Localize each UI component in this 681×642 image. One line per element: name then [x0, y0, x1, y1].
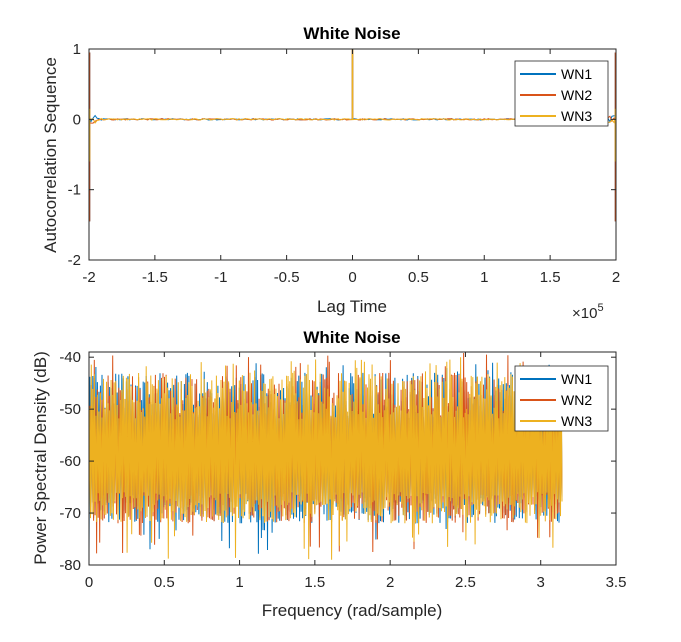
plot2-xtick-label: 0.5	[154, 574, 175, 591]
plot1-xtick-label: -1.5	[142, 269, 168, 286]
plot2-xtick-label: 2	[386, 574, 394, 591]
autocorrelation-plot: White Noise -2 -1.5 -1 -0.5 0 0.5 1 1.5 2-2-101 …	[41, 24, 620, 322]
plot1-legend-label-wn1: WN1	[561, 66, 592, 82]
plot2-title: White Noise	[303, 328, 400, 347]
plot2-xtick-label: 2.5	[455, 574, 476, 591]
plot1-xtick-label: -0.5	[274, 269, 300, 286]
plot1-title: White Noise	[303, 24, 400, 43]
plot2-ytick-label: -40	[59, 349, 81, 366]
plot2-xlabel: Frequency (rad/sample)	[262, 601, 442, 620]
plot2-legend-label-wn2: WN2	[561, 392, 592, 408]
plot2-xtick-label: 3	[537, 574, 545, 591]
plot1-xtick-label: 0.5	[408, 269, 429, 286]
plot2-legend-label-wn1: WN1	[561, 371, 592, 387]
plot2-axes-box	[88, 351, 617, 566]
plot1-ytick-label: 1	[73, 41, 81, 58]
plot1-ylabel: Autocorrelation Sequence	[41, 57, 60, 253]
psd-plot: White Noise 0 0.5 1 1.5 2 2.5 3 3.5 -80 -70 -60 -50…	[31, 328, 626, 620]
plot2-ytick-label: -60	[59, 453, 81, 470]
plot2-ytick-label: -50	[59, 401, 81, 418]
plot1-legend-label-wn3: WN3	[561, 108, 592, 124]
plot1-ticks: -2 -1.5 -1 -0.5 0 0.5 1 1.5 2 -2 -1 0 1	[68, 41, 621, 286]
plot1-x-exponent-power: 5	[597, 302, 603, 314]
plot2-ticks: 0 0.5 1 1.5 2 2.5 3 3.5 -80 -70 -60 -50 -40	[59, 349, 626, 591]
plot2-legend-label-wn3: WN3	[561, 413, 592, 429]
plot1-xtick-label: 1.5	[540, 269, 561, 286]
plot2-ytick-label: -70	[59, 505, 81, 522]
plot2-xtick-label: 0	[85, 574, 93, 591]
plot2-xtick-label: 1	[235, 574, 243, 591]
plot1-legend-label-wn2: WN2	[561, 87, 592, 103]
plot1-xtick-label: -1	[214, 269, 227, 286]
plot2-data	[88, 352, 563, 560]
plot1-legend: WN1 WN2 WN3	[514, 60, 609, 127]
plot1-ytick-label: -1	[68, 182, 81, 199]
plot2-ytick-label: -80	[59, 557, 81, 574]
plot1-ytick-label: -2	[68, 252, 81, 269]
plot2-ylabel: Power Spectral Density (dB)	[31, 351, 50, 565]
plot1-x-exponent-base: ×10	[572, 305, 597, 322]
plot2-series-wn3	[88, 357, 563, 560]
plot2-xtick-label: 1.5	[304, 574, 325, 591]
plot1-xtick-label: 1	[480, 269, 488, 286]
plot1-xtick-label: 0	[348, 269, 356, 286]
plot1-x-exponent: ×105	[572, 302, 604, 322]
plot2-xtick-label: 3.5	[606, 574, 627, 591]
plot1-xlabel: Lag Time	[317, 297, 387, 316]
plot1-xtick-label: 2	[612, 269, 620, 286]
plot1-xtick-label: -2	[82, 269, 95, 286]
plot2-legend: WN1 WN2 WN3	[514, 365, 609, 432]
plot1-ytick-label: 0	[73, 111, 81, 128]
